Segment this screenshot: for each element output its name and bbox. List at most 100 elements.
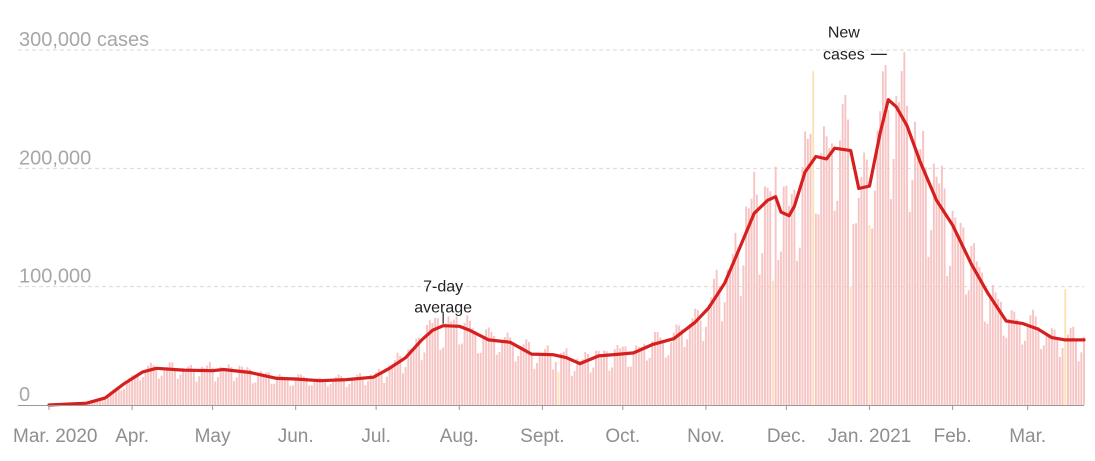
new-cases-bar xyxy=(1007,319,1010,405)
new-cases-bar xyxy=(930,230,933,405)
new-cases-bar xyxy=(1016,319,1018,405)
new-cases-bar xyxy=(487,327,490,405)
new-cases-bar xyxy=(919,149,922,405)
new-cases-bar xyxy=(485,329,488,405)
new-cases-bar xyxy=(141,377,144,405)
new-cases-bar xyxy=(680,329,683,405)
new-cases-bar xyxy=(704,326,707,405)
new-cases-bar xyxy=(332,379,335,405)
new-cases-bar xyxy=(1083,336,1085,405)
new-cases-bar xyxy=(887,109,890,405)
new-cases-bar xyxy=(1034,316,1037,405)
new-cases-bar xyxy=(999,301,1002,405)
new-cases-bar xyxy=(1053,329,1056,405)
new-cases-bar xyxy=(302,376,305,405)
new-cases-bar xyxy=(257,372,260,405)
new-cases-bar xyxy=(745,206,748,405)
new-cases-bar xyxy=(694,308,697,405)
new-cases-bar xyxy=(530,353,533,405)
new-cases-bar xyxy=(536,362,538,405)
new-cases-bar xyxy=(517,355,520,405)
new-cases-bar xyxy=(270,383,273,405)
new-cases-bar xyxy=(576,358,579,405)
new-cases-bar xyxy=(423,352,426,405)
new-cases-bar xyxy=(1064,289,1067,405)
new-cases-bar xyxy=(235,377,238,405)
new-cases-bar xyxy=(112,389,115,405)
annotation-new-cases: cases xyxy=(823,46,865,63)
new-cases-bar xyxy=(133,375,136,405)
new-cases-bar xyxy=(222,368,225,405)
new-cases-bar xyxy=(729,271,732,405)
x-tick-label: May xyxy=(195,426,231,447)
y-tick-label: 300,000 cases xyxy=(19,29,149,51)
new-cases-bar xyxy=(316,378,319,405)
new-cases-bar xyxy=(410,348,412,405)
new-cases-bar xyxy=(538,353,541,405)
new-cases-bar xyxy=(616,345,619,405)
new-cases-bar xyxy=(965,294,967,405)
new-cases-bar xyxy=(932,163,935,405)
new-cases-bar xyxy=(1074,339,1077,405)
new-cases-bar xyxy=(359,373,362,405)
new-cases-bar xyxy=(1010,310,1013,405)
new-cases-bar xyxy=(364,385,367,405)
new-cases-bar xyxy=(283,377,286,405)
new-cases-bar xyxy=(753,171,756,405)
new-cases-bar xyxy=(466,315,469,405)
x-axis xyxy=(18,405,1084,410)
new-cases-bar xyxy=(726,269,729,405)
new-cases-bar xyxy=(801,167,804,405)
new-cases-bar xyxy=(313,381,316,405)
new-cases-bar xyxy=(780,251,782,405)
new-cases-bar xyxy=(278,374,281,405)
seven-day-average-line xyxy=(47,98,1086,407)
new-cases-bar xyxy=(493,336,496,405)
new-cases-bar xyxy=(678,325,681,405)
new-cases-bar xyxy=(428,320,431,405)
new-cases-bar xyxy=(688,324,691,405)
new-cases-bar xyxy=(881,71,884,406)
new-cases-bar xyxy=(324,380,327,405)
new-cases-bar xyxy=(857,197,860,405)
new-cases-bar xyxy=(1042,345,1045,405)
new-cases-bar xyxy=(155,369,158,405)
new-cases-bar xyxy=(147,365,150,405)
new-cases-bar xyxy=(562,351,565,405)
annotation-new-cases: New xyxy=(828,24,860,41)
new-cases-bar xyxy=(281,376,284,405)
new-cases-bar xyxy=(310,385,313,405)
new-cases-bar xyxy=(589,372,592,405)
new-cases-bar xyxy=(1005,337,1008,405)
new-cases-bar xyxy=(645,360,648,405)
new-cases-bars xyxy=(50,52,1085,406)
new-cases-bar xyxy=(812,71,815,406)
new-cases-bar xyxy=(691,318,694,405)
new-cases-bar xyxy=(817,214,820,405)
new-cases-bar xyxy=(771,280,774,405)
new-cases-bar xyxy=(629,366,632,405)
new-cases-bar xyxy=(168,362,171,405)
x-tick-label: Mar. xyxy=(1009,426,1046,447)
new-cases-bar xyxy=(546,345,549,405)
new-cases-bar xyxy=(391,364,394,405)
new-cases-bar xyxy=(758,274,761,405)
new-cases-bar xyxy=(1072,326,1075,405)
new-cases-bar xyxy=(404,367,407,405)
new-cases-bar xyxy=(407,349,410,405)
new-cases-bar xyxy=(903,52,906,406)
new-cases-bar xyxy=(206,365,209,405)
new-cases-bar xyxy=(267,372,270,405)
new-cases-bar xyxy=(656,332,659,405)
new-cases-bar xyxy=(597,350,600,405)
new-cases-bar xyxy=(1040,349,1043,405)
new-cases-bar xyxy=(1048,334,1051,405)
new-cases-bar xyxy=(227,364,230,405)
new-cases-bar xyxy=(900,71,903,405)
new-cases-bar xyxy=(179,374,182,405)
x-tick-label: Dec. xyxy=(767,426,806,447)
new-cases-bar xyxy=(125,382,128,405)
new-cases-bar xyxy=(265,372,268,405)
new-cases-bar xyxy=(940,165,943,405)
new-cases-bar xyxy=(552,369,555,405)
